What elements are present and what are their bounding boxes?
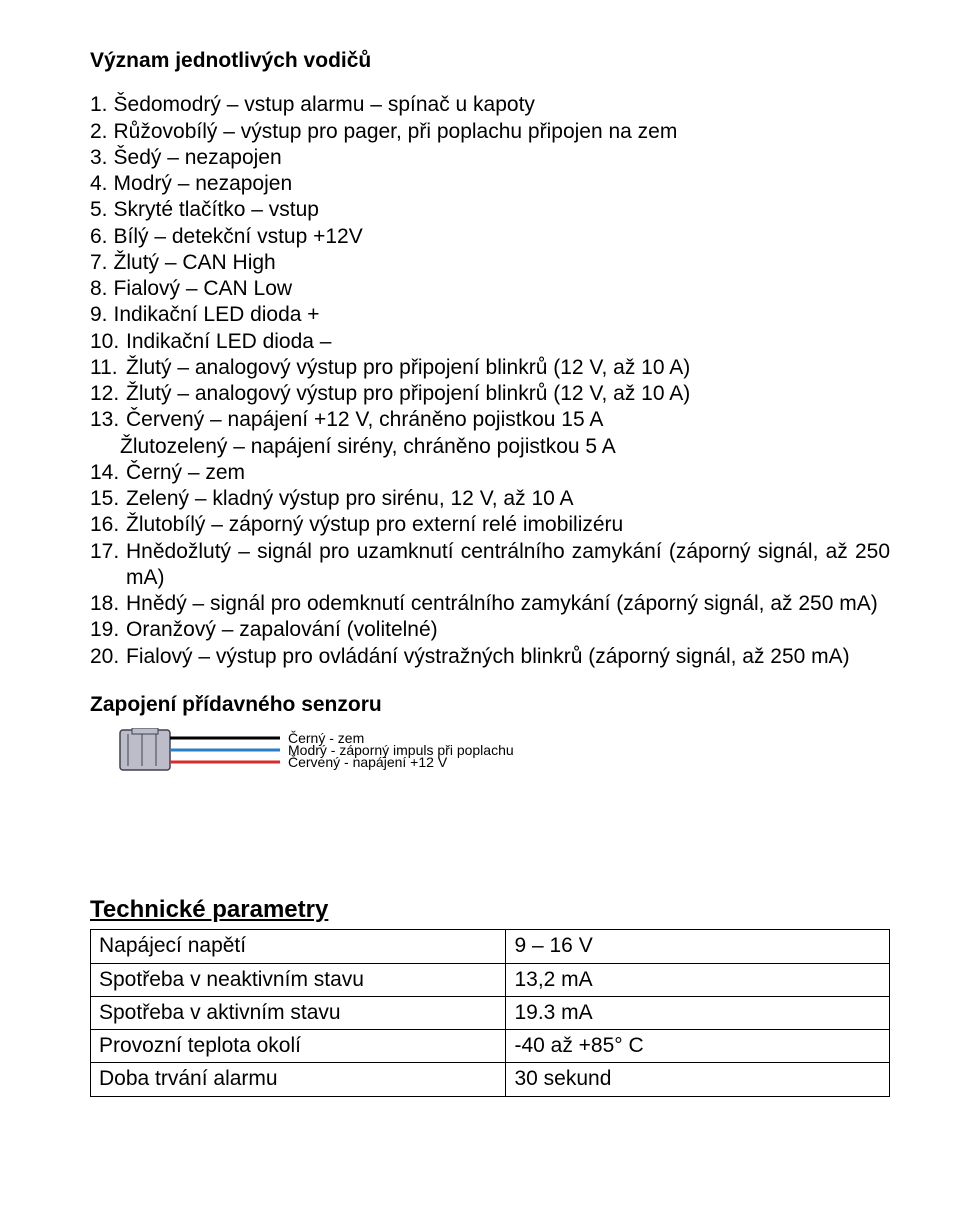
table-row: Doba trvání alarmu 30 sekund <box>91 1063 890 1096</box>
list-item: 15.Zelený – kladný výstup pro sirénu, 12… <box>90 486 890 512</box>
item-num: 13. <box>90 407 126 433</box>
sensor-heading: Zapojení přídavného senzoru <box>90 692 890 718</box>
item-text: Šedomodrý – vstup alarmu – spínač u kapo… <box>114 92 890 118</box>
item-num: 15. <box>90 486 126 512</box>
param-name: Spotřeba v aktivním stavu <box>91 996 506 1029</box>
item-num: 10. <box>90 329 126 355</box>
param-value: -40 až +85° C <box>506 1030 890 1063</box>
list-item: 16.Žlutobílý – záporný výstup pro extern… <box>90 512 890 538</box>
item-num: 17. <box>90 539 126 592</box>
item-num: 8. <box>90 276 114 302</box>
item-text: Šedý – nezapojen <box>114 145 890 171</box>
param-name: Provozní teplota okolí <box>91 1030 506 1063</box>
item-num: 16. <box>90 512 126 538</box>
item-num: 3. <box>90 145 114 171</box>
list-item: 18.Hnědý – signál pro odemknutí centráln… <box>90 591 890 617</box>
list-item: 3.Šedý – nezapojen <box>90 145 890 171</box>
item-num: 14. <box>90 460 126 486</box>
item-num: 18. <box>90 591 126 617</box>
item-text: Hnědožlutý – signál pro uzamknutí centrá… <box>126 539 890 592</box>
list-item: 5.Skryté tlačítko – vstup <box>90 197 890 223</box>
param-value: 30 sekund <box>506 1063 890 1096</box>
item-num: 11. <box>90 355 126 381</box>
item-text: Žlutý – CAN High <box>114 250 890 276</box>
param-name: Spotřeba v neaktivním stavu <box>91 963 506 996</box>
list-item: 8.Fialový – CAN Low <box>90 276 890 302</box>
item-text: Hnědý – signál pro odemknutí centrálního… <box>126 591 890 617</box>
wire-list: 1.Šedomodrý – vstup alarmu – spínač u ka… <box>90 92 890 670</box>
item-text: Červený – napájení +12 V, chráněno pojis… <box>126 407 890 433</box>
list-item: 12.Žlutý – analogový výstup pro připojen… <box>90 381 890 407</box>
param-name: Doba trvání alarmu <box>91 1063 506 1096</box>
item-num: 12. <box>90 381 126 407</box>
item-num: 4. <box>90 171 114 197</box>
param-value: 19.3 mA <box>506 996 890 1029</box>
list-item: 14.Černý – zem <box>90 460 890 486</box>
item-text: Fialový – výstup pro ovládání výstražnýc… <box>126 644 890 670</box>
param-name: Napájecí napětí <box>91 930 506 963</box>
item-num: 1. <box>90 92 114 118</box>
item-text: Indikační LED dioda – <box>126 329 890 355</box>
list-item: 19.Oranžový – zapalování (volitelné) <box>90 617 890 643</box>
item-num: 6. <box>90 224 114 250</box>
item-text: Oranžový – zapalování (volitelné) <box>126 617 890 643</box>
item-num: 20. <box>90 644 126 670</box>
item-num: 7. <box>90 250 114 276</box>
item-text: Fialový – CAN Low <box>114 276 890 302</box>
list-item: 4.Modrý – nezapojen <box>90 171 890 197</box>
tech-heading: Technické parametry <box>90 895 890 925</box>
param-value: 9 – 16 V <box>506 930 890 963</box>
item-text: Růžovobílý – výstup pro pager, při popla… <box>114 119 890 145</box>
tech-params-table: Napájecí napětí 9 – 16 V Spotřeba v neak… <box>90 929 890 1096</box>
item-text: Žlutobílý – záporný výstup pro externí r… <box>126 512 890 538</box>
item-text: Modrý – nezapojen <box>114 171 890 197</box>
list-item: 13.Červený – napájení +12 V, chráněno po… <box>90 407 890 433</box>
item-text: Bílý – detekční vstup +12V <box>114 224 890 250</box>
param-value: 13,2 mA <box>506 963 890 996</box>
table-row: Spotřeba v neaktivním stavu 13,2 mA <box>91 963 890 996</box>
list-item: 6.Bílý – detekční vstup +12V <box>90 224 890 250</box>
page-title: Význam jednotlivých vodičů <box>90 48 890 74</box>
item-num: 19. <box>90 617 126 643</box>
sensor-diagram: Černý - zemModrý - záporný impuls při po… <box>90 728 890 785</box>
table-row: Provozní teplota okolí -40 až +85° C <box>91 1030 890 1063</box>
list-item: 10.Indikační LED dioda – <box>90 329 890 355</box>
item-text: Žlutozelený – napájení sirény, chráněno … <box>120 435 616 458</box>
list-item: 20.Fialový – výstup pro ovládání výstraž… <box>90 644 890 670</box>
item-text: Skryté tlačítko – vstup <box>114 197 890 223</box>
item-num: 9. <box>90 302 114 328</box>
list-item: 17.Hnědožlutý – signál pro uzamknutí cen… <box>90 539 890 592</box>
list-item: 7.Žlutý – CAN High <box>90 250 890 276</box>
item-text: Černý – zem <box>126 460 890 486</box>
table-row: Spotřeba v aktivním stavu 19.3 mA <box>91 996 890 1029</box>
list-item: 1.Šedomodrý – vstup alarmu – spínač u ka… <box>90 92 890 118</box>
item-text: Indikační LED dioda + <box>114 302 890 328</box>
item-text: Žlutý – analogový výstup pro připojení b… <box>126 355 890 381</box>
item-num: 2. <box>90 119 114 145</box>
table-row: Napájecí napětí 9 – 16 V <box>91 930 890 963</box>
list-item: 9.Indikační LED dioda + <box>90 302 890 328</box>
list-item: 11.Žlutý – analogový výstup pro připojen… <box>90 355 890 381</box>
item-num: 5. <box>90 197 114 223</box>
svg-text:Červený - napájení +12 V: Červený - napájení +12 V <box>288 754 448 770</box>
item-text: Zelený – kladný výstup pro sirénu, 12 V,… <box>126 486 890 512</box>
item-text: Žlutý – analogový výstup pro připojení b… <box>126 381 890 407</box>
list-item: 2.Růžovobílý – výstup pro pager, při pop… <box>90 119 890 145</box>
list-item: Žlutozelený – napájení sirény, chráněno … <box>90 434 890 460</box>
